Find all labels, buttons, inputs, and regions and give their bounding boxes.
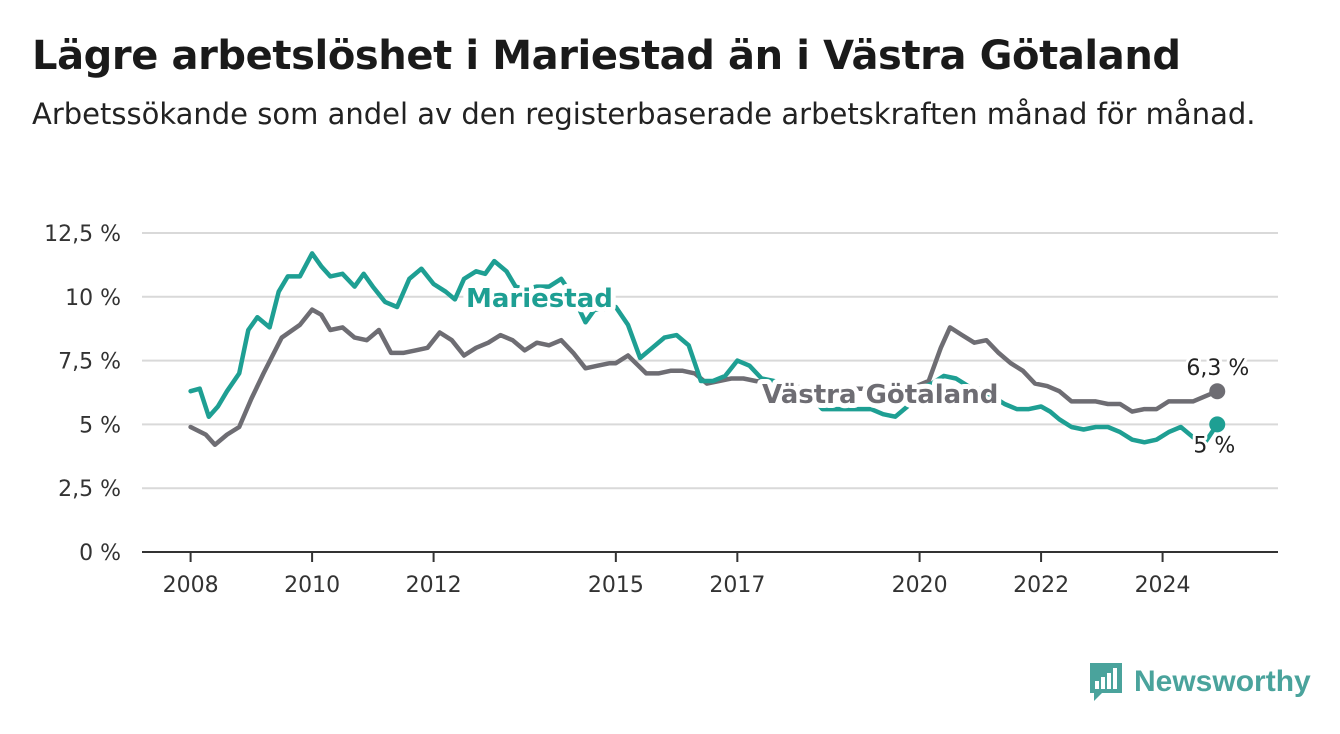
chart-title: Lägre arbetslöshet i Mariestad än i Väst… [32, 33, 1181, 79]
series-lines [188, 251, 1226, 448]
series-label: Mariestad [466, 284, 613, 314]
x-tick-label: 2017 [709, 573, 765, 598]
series-label: Västra Götaland [762, 380, 998, 410]
y-tick-label: 0 % [79, 541, 121, 566]
brand-name: Newsworthy [1134, 665, 1311, 698]
x-tick-label: 2012 [406, 573, 462, 598]
y-tick-label: 5 % [79, 413, 121, 438]
end-value-label: 6,3 % [1186, 356, 1249, 381]
end-value-label: 5 % [1193, 433, 1235, 458]
series-endpoint-1 [1209, 416, 1226, 433]
x-tick-label: 2022 [1013, 573, 1069, 598]
y-axis-ticks: 0 % 2,5 % 5 % 7,5 % 10 % 12,5 % [44, 222, 121, 566]
chart-subtitle: Arbetssökande som andel av den registerb… [32, 97, 1256, 131]
x-axis-ticks: 2008 2010 2012 2015 2017 2020 2022 2024 [163, 552, 1191, 598]
y-tick-label: 7,5 % [58, 350, 121, 375]
series-line-1 [188, 251, 1220, 445]
x-tick-label: 2010 [284, 573, 340, 598]
y-tick-label: 10 % [65, 286, 121, 311]
x-tick-label: 2015 [588, 573, 644, 598]
series-endpoint-0 [1209, 383, 1226, 400]
x-tick-label: 2020 [892, 573, 948, 598]
newsworthy-brand: Newsworthy [1088, 660, 1311, 704]
y-tick-label: 12,5 % [44, 222, 121, 247]
y-tick-label: 2,5 % [58, 477, 121, 502]
series-labels: Mariestad Västra Götaland 6,3 % 5 % [461, 279, 1252, 461]
newsworthy-logo-icon [1090, 663, 1122, 701]
gridlines [142, 232, 1278, 490]
x-tick-label: 2008 [163, 573, 219, 598]
x-tick-label: 2024 [1135, 573, 1191, 598]
series-line-0 [188, 307, 1220, 448]
